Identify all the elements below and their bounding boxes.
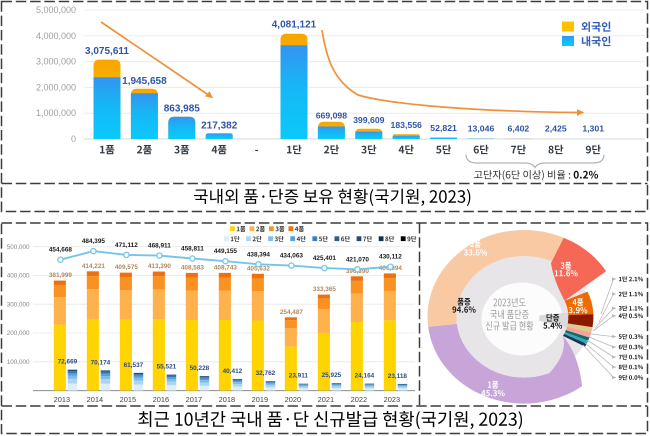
svg-text:405,632: 405,632 [247, 265, 271, 272]
svg-text:4,000,000: 4,000,000 [36, 31, 76, 41]
svg-text:40,412: 40,412 [223, 368, 243, 375]
svg-text:2015: 2015 [120, 395, 136, 404]
svg-text:2017: 2017 [186, 395, 202, 404]
svg-text:400,000: 400,000 [7, 273, 30, 280]
svg-text:408,583: 408,583 [181, 264, 205, 271]
svg-text:2014: 2014 [87, 395, 103, 404]
svg-text:183,556: 183,556 [390, 120, 422, 130]
svg-text:50,228: 50,228 [190, 365, 210, 372]
svg-text:425,401: 425,401 [313, 255, 337, 262]
svg-text:3,000,000: 3,000,000 [36, 57, 76, 67]
svg-text:381,999: 381,999 [49, 272, 73, 279]
svg-text:23,118: 23,118 [388, 373, 408, 380]
svg-text:254,487: 254,487 [280, 309, 304, 316]
svg-text:5,000,000: 5,000,000 [36, 5, 76, 15]
svg-text:217,382: 217,382 [201, 120, 238, 131]
svg-text:2,425: 2,425 [545, 124, 567, 134]
svg-text:434,063: 434,063 [280, 253, 304, 260]
svg-text:2,000,000: 2,000,000 [36, 82, 76, 92]
svg-text:4,081,121: 4,081,121 [272, 20, 317, 31]
svg-text:1,945,658: 1,945,658 [122, 76, 167, 87]
svg-text:438,394: 438,394 [247, 251, 271, 258]
svg-text:200,000: 200,000 [7, 330, 30, 337]
svg-text:2022: 2022 [351, 395, 367, 404]
svg-text:421,070: 421,070 [346, 256, 370, 263]
svg-text:458,811: 458,811 [181, 246, 204, 253]
svg-text:408,743: 408,743 [214, 264, 238, 271]
svg-text:0: 0 [71, 134, 76, 144]
svg-text:32,762: 32,762 [256, 370, 276, 377]
svg-text:61,537: 61,537 [124, 362, 144, 369]
svg-text:454,668: 454,668 [49, 247, 73, 254]
svg-text:2013: 2013 [54, 395, 70, 404]
svg-text:471,112: 471,112 [115, 242, 138, 249]
svg-text:449,155: 449,155 [214, 248, 238, 255]
svg-text:6,402: 6,402 [508, 124, 530, 134]
svg-text:3,075,611: 3,075,611 [85, 46, 129, 57]
svg-text:399,609: 399,609 [353, 115, 385, 125]
svg-text:52,821: 52,821 [430, 123, 457, 133]
svg-text:24,164: 24,164 [355, 373, 375, 380]
svg-text:1,000,000: 1,000,000 [36, 108, 76, 118]
svg-text:100,000: 100,000 [7, 359, 30, 366]
svg-text:500,000: 500,000 [7, 244, 30, 251]
svg-text:25,925: 25,925 [322, 372, 342, 379]
svg-text:414,221: 414,221 [82, 263, 106, 270]
svg-text:669,098: 669,098 [316, 110, 348, 120]
svg-text:2016: 2016 [153, 395, 169, 404]
svg-text:300,000: 300,000 [7, 301, 30, 308]
svg-text:13,046: 13,046 [468, 124, 495, 134]
svg-text:2018: 2018 [219, 395, 235, 404]
svg-text:468,911: 468,911 [148, 243, 171, 250]
svg-text:1,301: 1,301 [582, 124, 604, 134]
svg-text:863,985: 863,985 [164, 104, 201, 115]
svg-text:70,174: 70,174 [91, 359, 111, 366]
svg-text:413,390: 413,390 [148, 263, 172, 270]
svg-text:2020: 2020 [285, 395, 301, 404]
svg-text:2023: 2023 [384, 395, 400, 404]
svg-text:2019: 2019 [252, 395, 268, 404]
svg-text:72,669: 72,669 [58, 359, 78, 366]
svg-text:409,575: 409,575 [115, 264, 139, 271]
svg-text:333,365: 333,365 [313, 286, 337, 293]
svg-text:55,521: 55,521 [157, 364, 177, 371]
svg-text:23,911: 23,911 [289, 373, 309, 380]
svg-text:2021: 2021 [318, 395, 334, 404]
svg-text:430,112: 430,112 [379, 254, 402, 261]
svg-text:484,395: 484,395 [82, 238, 106, 245]
